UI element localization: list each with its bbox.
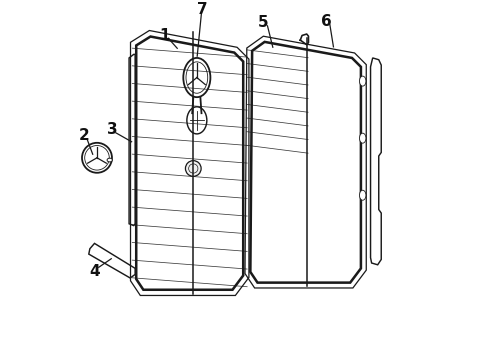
- Circle shape: [82, 143, 112, 173]
- Text: 6: 6: [320, 14, 331, 29]
- Ellipse shape: [107, 158, 112, 162]
- Ellipse shape: [187, 107, 207, 134]
- Ellipse shape: [360, 76, 366, 86]
- Circle shape: [185, 161, 201, 176]
- Text: 5: 5: [258, 15, 269, 30]
- Ellipse shape: [183, 58, 210, 97]
- Ellipse shape: [360, 190, 366, 200]
- Text: 4: 4: [89, 264, 100, 279]
- Text: 7: 7: [197, 2, 207, 17]
- Text: 2: 2: [78, 128, 89, 143]
- Ellipse shape: [360, 133, 366, 143]
- Text: 1: 1: [160, 28, 170, 43]
- Text: 3: 3: [107, 122, 118, 137]
